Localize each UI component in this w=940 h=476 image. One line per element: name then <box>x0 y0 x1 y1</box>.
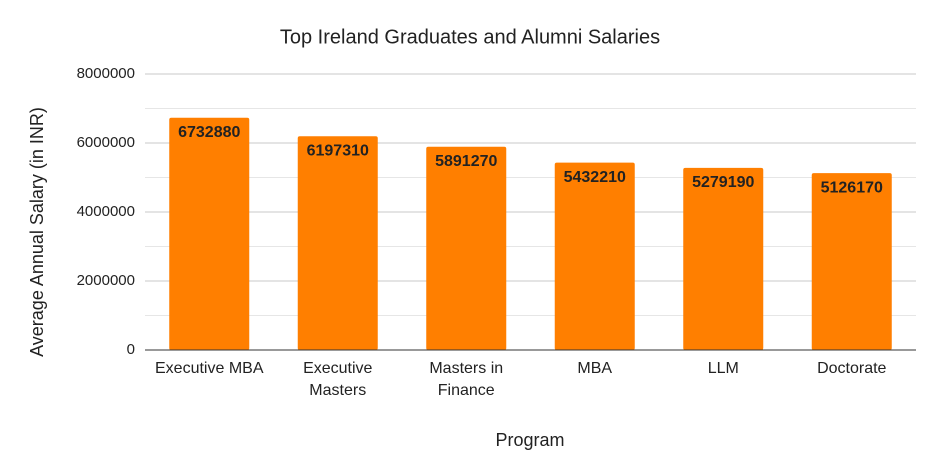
x-tick-label: Masters in Finance <box>429 360 504 399</box>
bar <box>811 173 892 350</box>
bar <box>169 117 250 350</box>
x-tick-label: LLM <box>707 360 739 377</box>
x-tick-label: Doctorate <box>817 360 887 377</box>
bar <box>297 136 378 350</box>
x-tick-label: Executive MBA <box>155 360 264 377</box>
chart-title: Top Ireland Graduates and Alumni Salarie… <box>280 26 660 48</box>
y-tick-label: 4000000 <box>77 203 135 220</box>
value-label: 5279190 <box>692 174 754 191</box>
bar <box>554 162 635 350</box>
value-label: 5891270 <box>435 153 497 170</box>
bar <box>426 146 507 350</box>
bar <box>683 167 764 350</box>
value-label: 6732880 <box>178 124 240 141</box>
value-label: 6197310 <box>307 142 369 159</box>
y-tick-label: 0 <box>127 341 135 358</box>
x-axis-title: Program <box>495 430 564 450</box>
x-tick-label: MBA <box>577 360 613 377</box>
y-tick-label: 6000000 <box>77 134 135 151</box>
y-tick-label: 2000000 <box>77 272 135 289</box>
value-label: 5126170 <box>821 179 883 196</box>
y-axis-title: Average Annual Salary (in INR) <box>27 107 47 357</box>
y-tick-label: 8000000 <box>77 65 135 82</box>
value-label: 5432210 <box>564 169 626 186</box>
x-tick-label: Executive Masters <box>303 360 373 399</box>
